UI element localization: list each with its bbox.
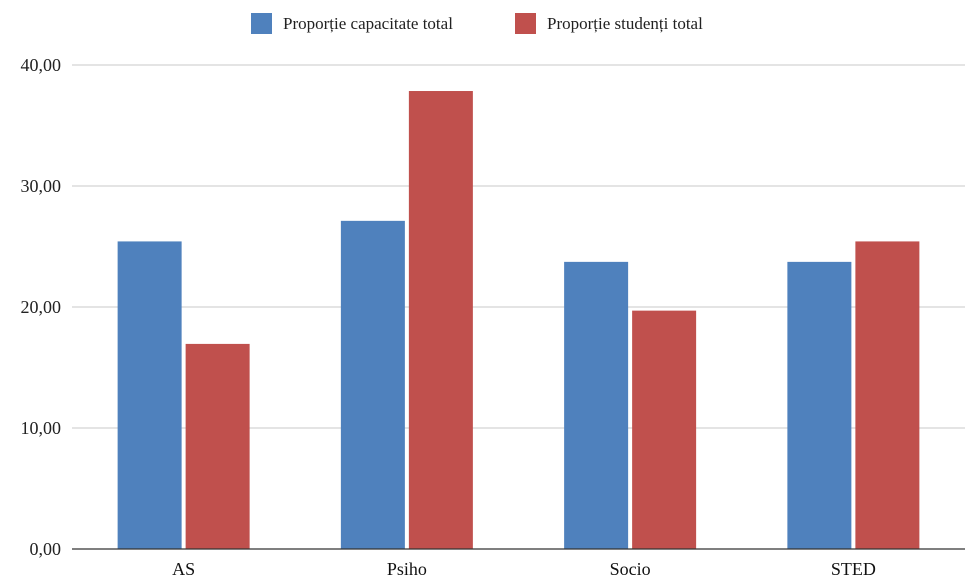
y-tick-label: 20,00 <box>21 297 62 317</box>
legend-label-capacitate: Proporție capacitate total <box>283 14 453 33</box>
bar-sted-series-1 <box>787 261 852 549</box>
legend-swatch-capacitate <box>251 13 272 34</box>
chart-legend: Proporție capacitate total Proporție stu… <box>251 13 703 34</box>
bar-series <box>117 91 920 549</box>
y-tick-label: 30,00 <box>21 176 62 196</box>
bar-as-series-2 <box>185 343 250 549</box>
x-tick-label: Psiho <box>387 559 427 579</box>
y-tick-label: 0,00 <box>30 539 62 559</box>
y-tick-label: 40,00 <box>21 55 62 75</box>
bar-as-series-1 <box>117 241 182 549</box>
legend-label-studenti: Proporție studenți total <box>547 14 703 33</box>
x-axis: AS Psiho Socio STED <box>172 559 876 579</box>
bar-psiho-series-1 <box>340 220 405 549</box>
y-tick-label: 10,00 <box>21 418 62 438</box>
bar-psiho-series-2 <box>408 91 473 549</box>
bar-socio-series-1 <box>564 261 629 549</box>
bar-socio-series-2 <box>632 310 697 549</box>
x-tick-label: AS <box>172 559 195 579</box>
legend-swatch-studenti <box>515 13 536 34</box>
bar-sted-series-2 <box>855 241 920 549</box>
x-tick-label: STED <box>831 559 876 579</box>
y-axis: 0,00 10,00 20,00 30,00 40,00 <box>21 55 62 559</box>
x-tick-label: Socio <box>610 559 651 579</box>
